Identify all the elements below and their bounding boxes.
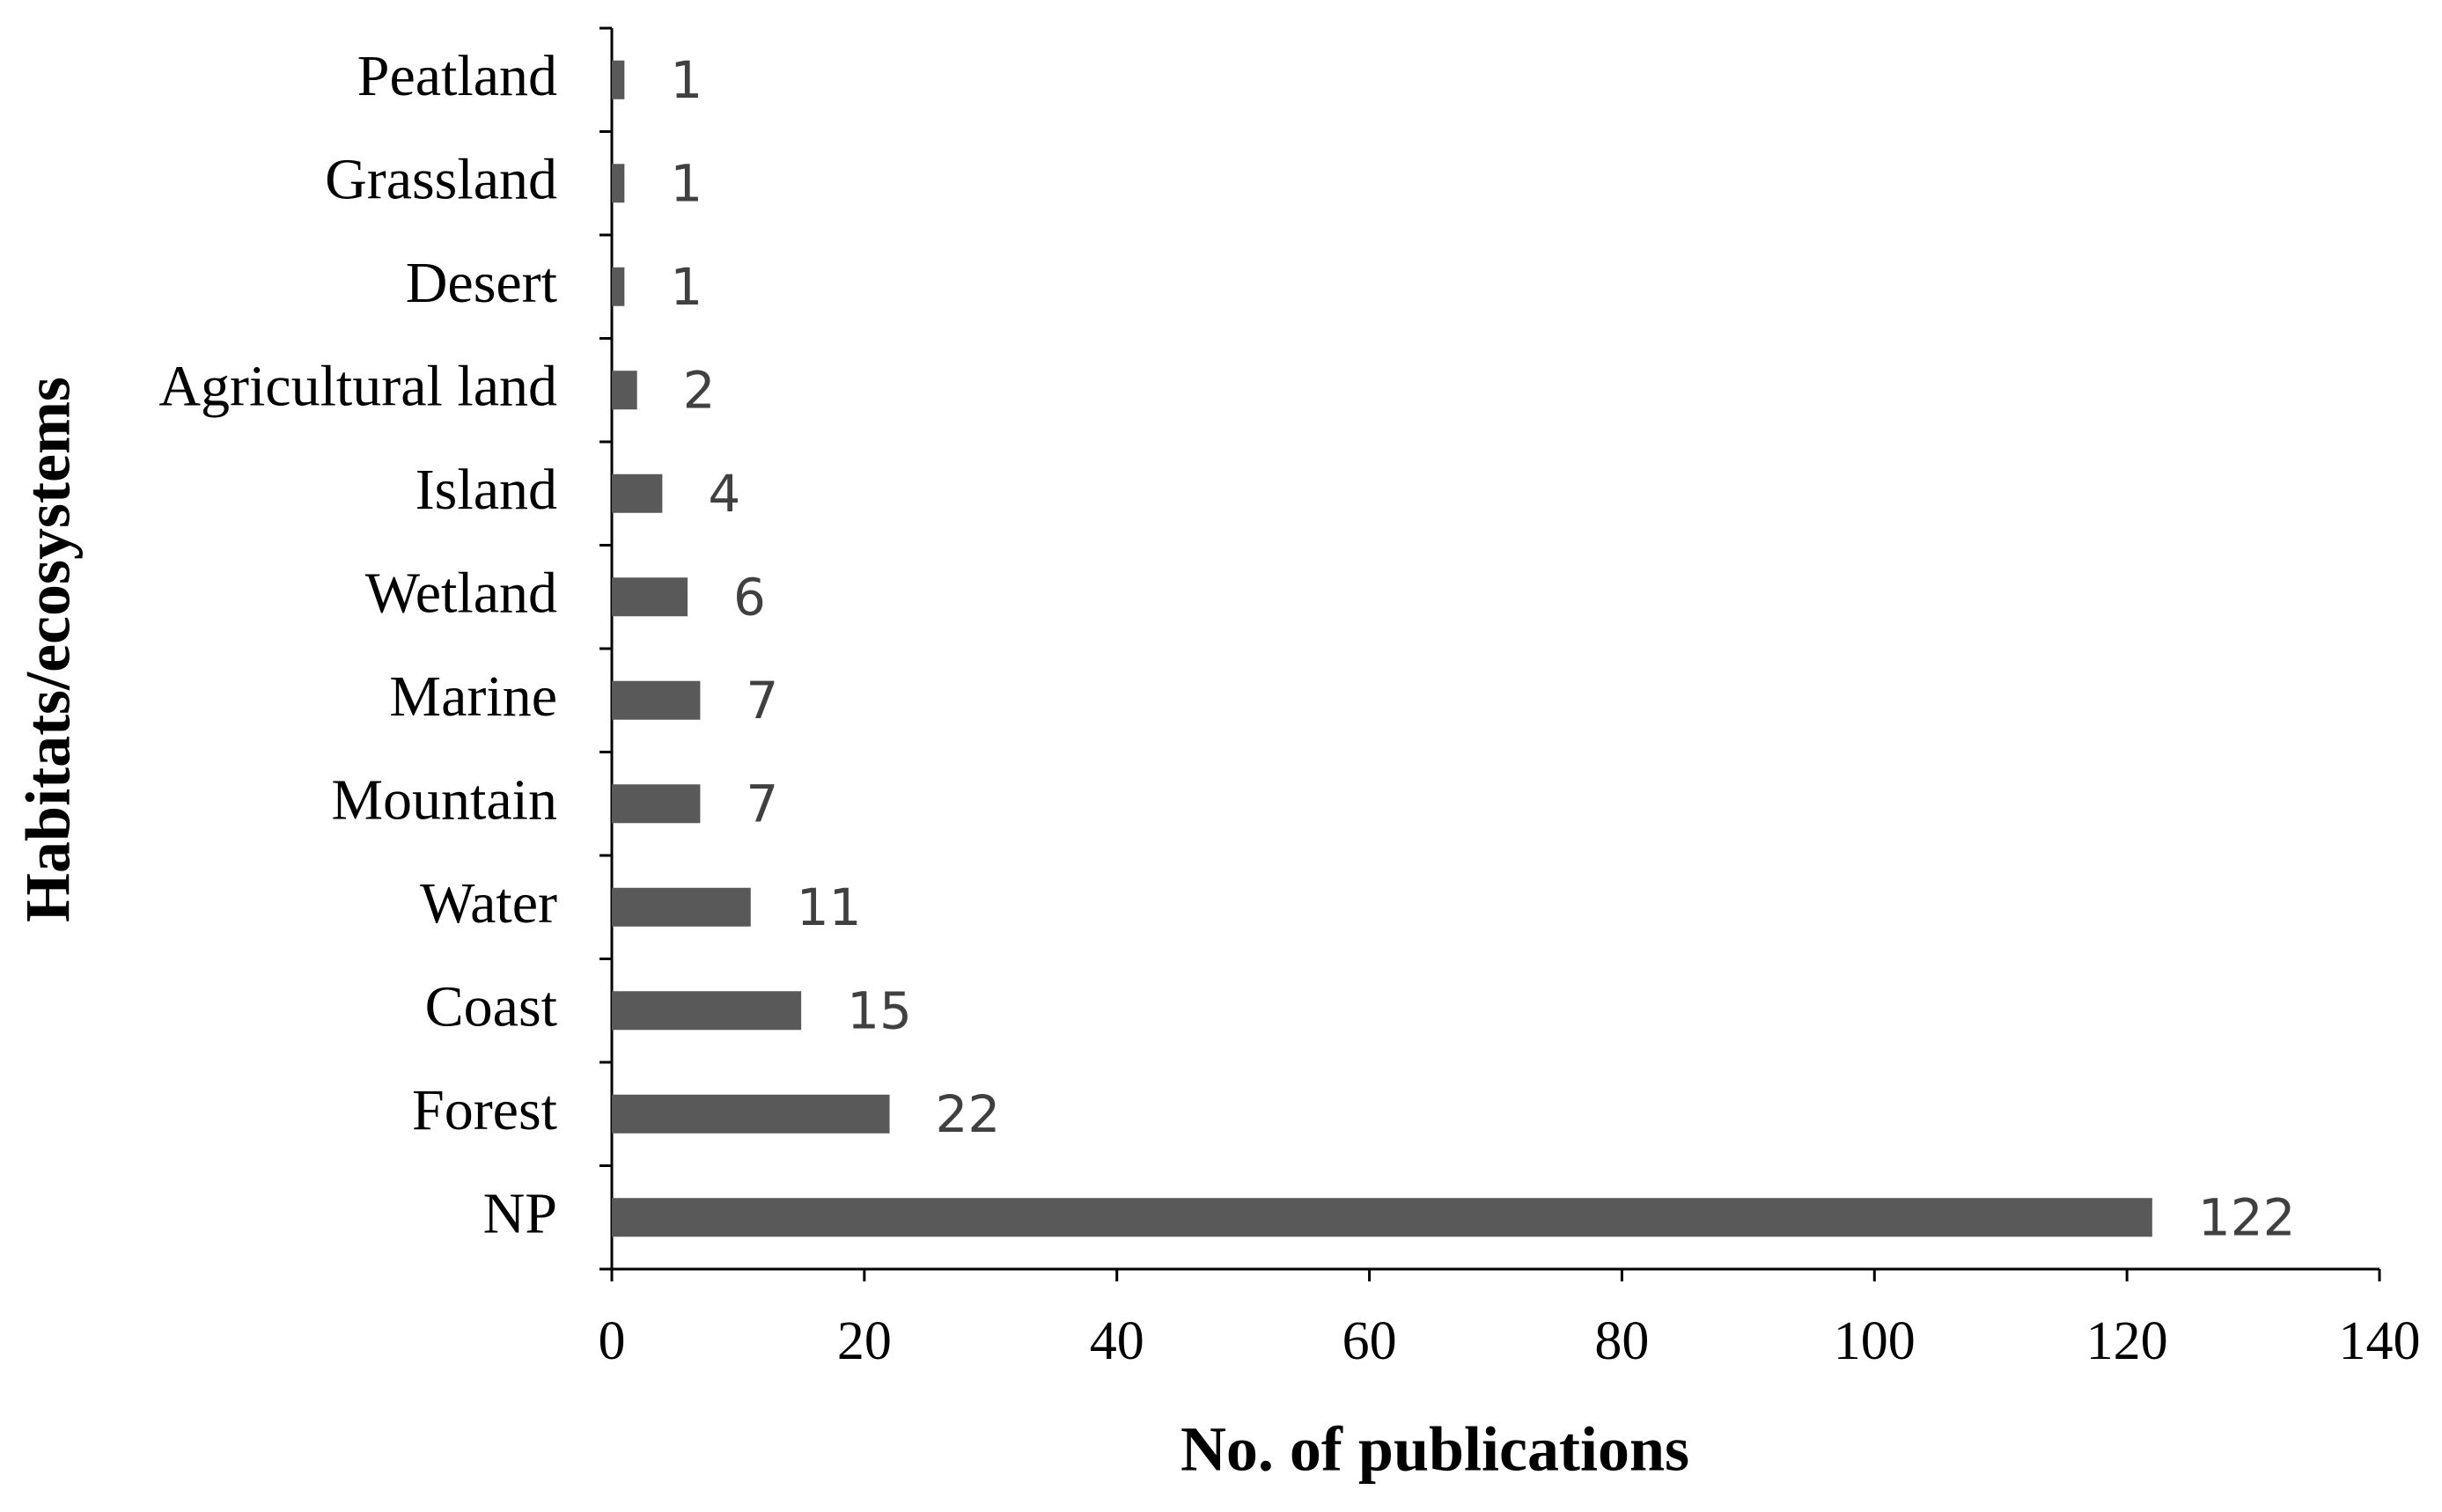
- y-tick-label: Grassland: [325, 147, 557, 211]
- x-axis-title: No. of publications: [1181, 1414, 1689, 1485]
- y-tick-label: Wetland: [365, 561, 557, 625]
- value-label: 2: [683, 360, 716, 420]
- value-label: 7: [746, 774, 778, 833]
- bar: [612, 991, 802, 1031]
- y-tick-label: Water: [420, 871, 557, 936]
- value-label: 6: [733, 567, 766, 627]
- bar: [612, 473, 663, 513]
- x-tick-label: 20: [837, 1311, 892, 1371]
- bar: [612, 1198, 2152, 1237]
- y-tick-label: Agricultural land: [158, 354, 557, 418]
- value-label: 4: [708, 464, 740, 524]
- bar: [612, 887, 751, 927]
- y-tick-label: NP: [483, 1181, 557, 1245]
- bar: [612, 1094, 890, 1134]
- y-tick-label: Peatland: [357, 44, 557, 108]
- bar: [612, 371, 637, 410]
- bar: [612, 267, 625, 306]
- x-tick-label: 80: [1594, 1311, 1649, 1371]
- y-tick-label: Forest: [412, 1078, 557, 1142]
- x-tick-label: 60: [1342, 1311, 1397, 1371]
- value-label: 15: [847, 980, 912, 1040]
- value-label: 1: [670, 153, 702, 213]
- x-tick-label: 100: [1834, 1311, 1916, 1371]
- value-label: 1: [670, 257, 702, 317]
- x-tick-label: 0: [599, 1311, 626, 1371]
- bar: [612, 164, 625, 203]
- y-tick-label: Coast: [425, 974, 557, 1039]
- bar: [612, 784, 701, 824]
- y-tick-label: Desert: [406, 251, 557, 315]
- value-label: 11: [797, 877, 862, 937]
- y-tick-label: Mountain: [331, 767, 557, 832]
- value-label: 22: [936, 1084, 1001, 1144]
- value-label: 7: [746, 671, 778, 730]
- bar: [612, 577, 688, 617]
- value-label: 1: [670, 50, 702, 110]
- y-tick-label: Marine: [389, 664, 557, 729]
- bar: [612, 60, 625, 99]
- value-label: 122: [2198, 1187, 2296, 1247]
- bar: [612, 680, 701, 720]
- x-tick-label: 120: [2086, 1311, 2168, 1371]
- y-axis-title: Habitats/ecosystems: [13, 377, 84, 922]
- x-tick-label: 140: [2339, 1311, 2421, 1371]
- y-tick-label: Island: [416, 458, 557, 522]
- x-tick-label: 40: [1090, 1311, 1144, 1371]
